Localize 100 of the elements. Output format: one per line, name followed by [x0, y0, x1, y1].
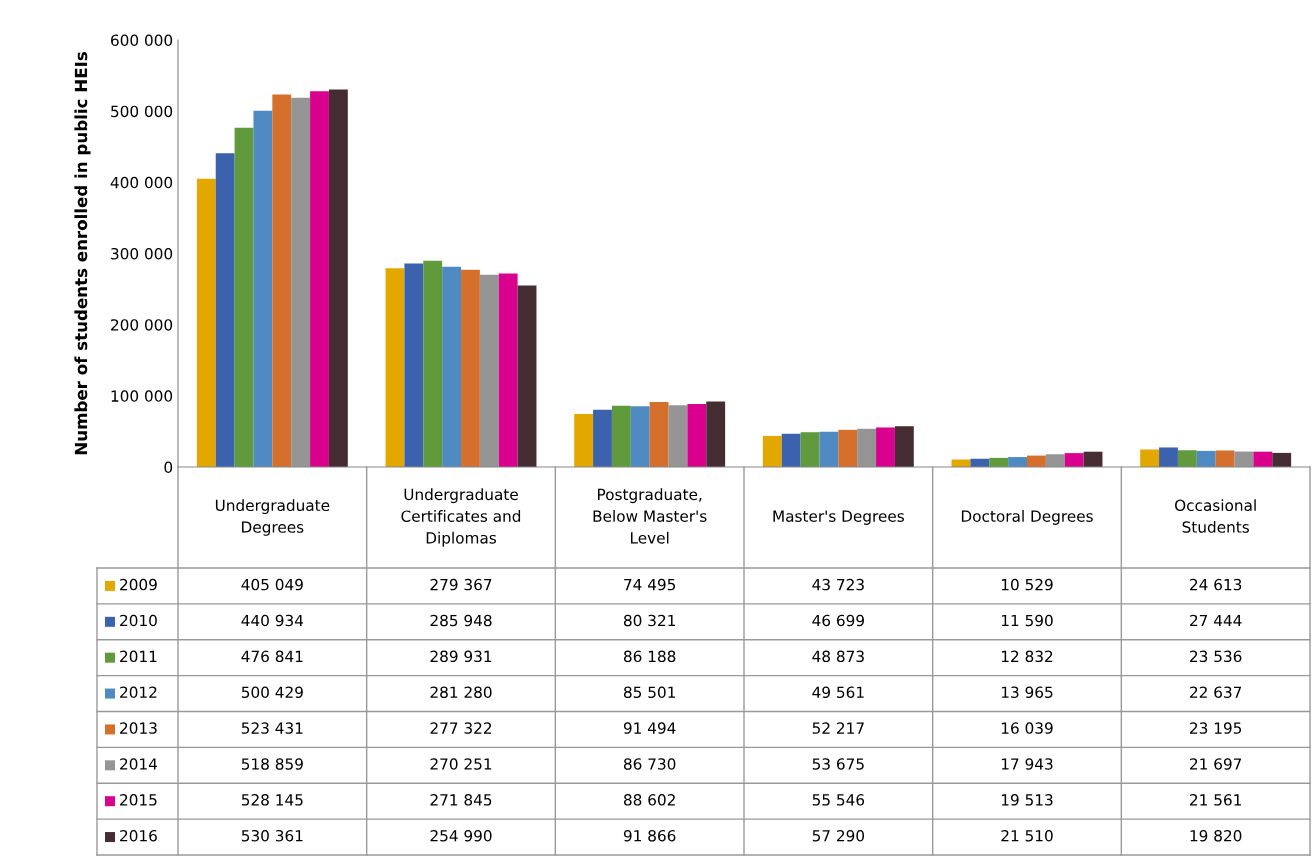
data-label: 27 444: [1190, 614, 1242, 627]
data-label: 85 501: [623, 686, 675, 698]
data-label: 440 934: [241, 614, 304, 627]
data-label: 86 188: [623, 650, 676, 663]
bar: [1253, 451, 1273, 467]
bar: [649, 401, 669, 467]
legend-label: 2016: [120, 829, 157, 842]
bar: [328, 89, 348, 467]
data-label: 13 965: [1001, 686, 1053, 698]
data-label: 530 361: [241, 829, 303, 842]
bar: [1159, 447, 1178, 467]
data-label: 21 510: [1001, 829, 1053, 842]
bar: [1045, 454, 1065, 467]
legend-label: 2012: [120, 686, 157, 698]
bar: [838, 429, 858, 467]
x-tick-label: Undergraduate Degrees: [215, 499, 330, 536]
y-tick-label: 0: [164, 461, 173, 474]
bar: [1008, 457, 1027, 467]
data-label: 55 546: [812, 794, 865, 806]
legend-label: 2013: [120, 722, 157, 734]
bar: [706, 401, 726, 467]
legend-label: 2009: [120, 578, 157, 591]
y-tick-label: 300 000: [111, 247, 173, 260]
bar: [253, 110, 273, 467]
data-label: 21 561: [1190, 794, 1241, 806]
data-label: 16 039: [1001, 722, 1053, 734]
bar: [781, 433, 801, 467]
legend-label: 2014: [120, 758, 158, 770]
data-label: 80 321: [623, 614, 675, 627]
data-label: 17 943: [1001, 758, 1053, 770]
data-label: 52 217: [812, 722, 864, 734]
data-label: 19 513: [1001, 794, 1053, 806]
data-label: 277 322: [430, 722, 492, 734]
bar: [1064, 453, 1084, 467]
y-tick-label: 400 000: [110, 176, 173, 189]
y-tick-label: 500 000: [111, 105, 173, 118]
bar: [668, 405, 688, 467]
data-label: 271 845: [430, 794, 492, 806]
data-label: 91 494: [623, 722, 676, 734]
bar: [461, 269, 480, 467]
bar: [1196, 450, 1216, 467]
data-label: 12 832: [1001, 650, 1053, 663]
bar: [876, 427, 895, 467]
data-label: 91 866: [623, 829, 676, 842]
bar: [574, 413, 594, 467]
data-label: 53 675: [812, 758, 864, 770]
data-label: 88 602: [623, 794, 675, 806]
data-label: 270 251: [430, 758, 492, 770]
y-tick-label: 200 000: [111, 319, 173, 331]
bar: [630, 406, 650, 467]
data-label: 281 280: [430, 686, 492, 698]
data-label: 528 145: [241, 794, 303, 806]
bar: [423, 260, 443, 467]
y-tick-label: 600 000: [111, 34, 173, 47]
legend-label: 2015: [120, 794, 157, 806]
bar: [272, 94, 292, 467]
bar: [234, 127, 254, 467]
data-label: 279 367: [430, 578, 492, 591]
data-label: 86 730: [623, 758, 676, 770]
bar: [404, 263, 424, 467]
bar: [291, 97, 311, 467]
bar: [442, 266, 461, 467]
data-label: 405 049: [241, 578, 303, 591]
data-label: 43 723: [812, 578, 864, 591]
bar: [310, 91, 329, 467]
y-tick-label: 100 000: [111, 390, 173, 402]
x-tick-label: Postgraduate, Below Master's Level: [593, 488, 707, 544]
data-label: 21 697: [1190, 758, 1242, 770]
bar: [762, 435, 782, 467]
data-label: 285 948: [430, 614, 492, 627]
bar: [894, 426, 914, 467]
data-label: 254 990: [430, 829, 492, 842]
legend-label: 2011: [120, 650, 157, 663]
bar: [215, 153, 235, 467]
x-tick-label: Undergraduate Certificates and Diplomas: [401, 488, 521, 547]
bar: [1177, 450, 1197, 467]
bar: [385, 268, 405, 467]
x-tick-label: Occasional Students: [1175, 499, 1256, 533]
bar: [196, 178, 216, 467]
data-label: 23 195: [1190, 722, 1242, 734]
bar: [819, 431, 839, 467]
bar: [1215, 450, 1235, 467]
legend-label: 2010: [120, 614, 157, 627]
bar: [857, 428, 877, 467]
bar: [498, 273, 518, 467]
bar: [687, 403, 707, 467]
data-label: 19 820: [1190, 829, 1242, 842]
y-axis-title: Number of students enrolled in public HEIs: [74, 52, 91, 455]
data-label: 22 637: [1190, 686, 1242, 698]
data-label: 518 859: [241, 758, 303, 770]
x-tick-label: Doctoral Degrees: [961, 510, 1093, 525]
bar: [479, 274, 499, 467]
data-label: 500 429: [241, 686, 303, 698]
data-label: 57 290: [812, 829, 865, 842]
data-label: 24 613: [1190, 578, 1242, 591]
bar: [517, 285, 537, 467]
bar: [611, 405, 631, 467]
data-label: 23 536: [1190, 650, 1242, 663]
bar: [1140, 449, 1160, 467]
data-label: 11 590: [1001, 614, 1053, 627]
